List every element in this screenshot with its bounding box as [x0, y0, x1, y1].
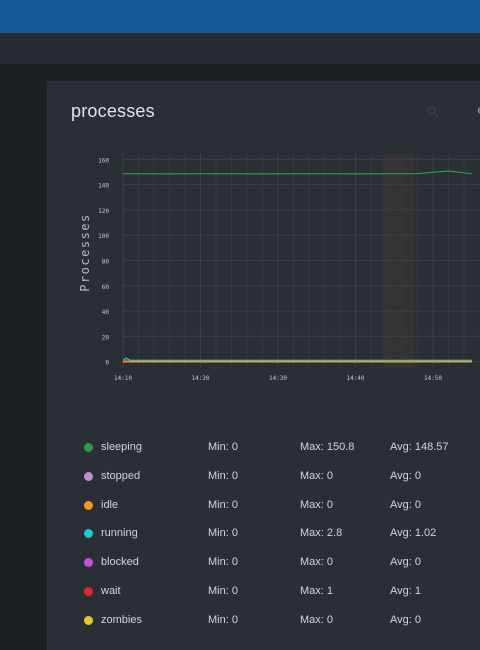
y-axis-label: Processes	[78, 213, 92, 292]
legend-avg-value: Avg: 0	[390, 613, 421, 626]
legend-avg-value: Avg: 0	[390, 556, 421, 569]
legend-series-name: sleeping	[101, 441, 142, 453]
processes-chart: 0 20 40 60 80 100 120 140 160 14:10 14:20 14:30 14:4…	[78, 153, 480, 382]
y-tick-label: 60	[102, 284, 110, 291]
legend-min-value: Min: 0	[208, 469, 238, 482]
y-tick-label: 80	[102, 259, 110, 266]
legend-min-value: Min: 0	[208, 441, 238, 453]
legend-row-blocked[interactable]: blocked Min: 0 Max: 0 Avg: 0	[47, 554, 480, 574]
x-tick-label: 14:50	[424, 375, 442, 382]
legend-series-name: blocked	[101, 556, 139, 569]
legend-avg-value: Avg: 0	[390, 498, 421, 511]
legend-color-dot	[84, 558, 93, 568]
legend-row-stopped[interactable]: stopped Min: 0 Max: 0 Avg: 0	[47, 468, 480, 488]
y-tick-label: 0	[105, 360, 109, 367]
legend-row-idle[interactable]: idle Min: 0 Max: 0 Avg: 0	[47, 497, 480, 517]
legend-avg-value: Avg: 148.57	[390, 441, 449, 453]
y-tick-label: 20	[102, 334, 110, 341]
legend-max-value: Max: 2.8	[300, 527, 343, 540]
y-tick-label: 100	[98, 233, 109, 240]
search-icon[interactable]	[426, 105, 440, 119]
panel-title: processes	[71, 101, 155, 121]
x-tick-label: 14:30	[269, 375, 287, 382]
legend-series-name: running	[101, 527, 138, 540]
legend-series-name: zombies	[101, 613, 142, 626]
x-tick-label: 14:20	[191, 375, 209, 382]
legend-max-value: Max: 0	[300, 613, 334, 626]
legend-min-value: Min: 0	[208, 527, 238, 540]
toolbar	[0, 33, 480, 65]
legend-max-value: Max: 0	[300, 556, 334, 569]
legend-series-name: idle	[101, 498, 119, 511]
legend-max-value: Max: 150.8	[300, 441, 355, 453]
series-line-running	[122, 357, 472, 361]
x-tick-label: 14:40	[346, 375, 364, 382]
y-tick-label: 140	[98, 183, 109, 190]
y-tick-label: 160	[98, 157, 109, 164]
legend-min-value: Min: 0	[208, 498, 238, 511]
processes-panel: processes 0 20 40 60 80 100 120 140 160 14:10 14:2…	[47, 81, 480, 650]
legend-avg-value: Avg: 1	[390, 585, 421, 597]
series-line-sleeping	[123, 170, 472, 175]
legend-series-name: wait	[101, 585, 121, 597]
legend-row-sleeping[interactable]: sleeping Min: 0 Max: 150.8 Avg: 148.57	[47, 439, 480, 459]
legend-color-dot	[84, 529, 93, 539]
y-tick-label: 120	[98, 208, 109, 215]
legend-color-dot	[84, 443, 93, 452]
legend-color-dot	[84, 615, 93, 625]
left-sidebar	[0, 65, 47, 650]
top-navigation-bar	[0, 0, 480, 33]
legend-row-running[interactable]: running Min: 0 Max: 2.8 Avg: 1.02	[47, 525, 480, 545]
legend-min-value: Min: 0	[208, 585, 238, 597]
legend-color-dot	[84, 471, 93, 481]
legend-color-dot	[84, 500, 93, 510]
legend-avg-value: Avg: 0	[390, 469, 421, 482]
legend-color-dot	[84, 587, 93, 596]
legend-max-value: Max: 0	[300, 498, 334, 511]
x-tick-label: 14:10	[114, 375, 132, 382]
legend-min-value: Min: 0	[208, 556, 238, 569]
legend-avg-value: Avg: 1.02	[390, 527, 437, 540]
legend-max-value: Max: 1	[300, 585, 334, 597]
legend-min-value: Min: 0	[208, 613, 238, 626]
legend-row-zombies[interactable]: zombies Min: 0 Max: 0 Avg: 0	[47, 612, 480, 632]
legend-series-name: stopped	[101, 469, 141, 482]
y-tick-label: 40	[102, 309, 110, 316]
legend-row-wait[interactable]: wait Min: 0 Max: 1 Avg: 1	[47, 583, 480, 603]
legend-max-value: Max: 0	[300, 469, 334, 482]
